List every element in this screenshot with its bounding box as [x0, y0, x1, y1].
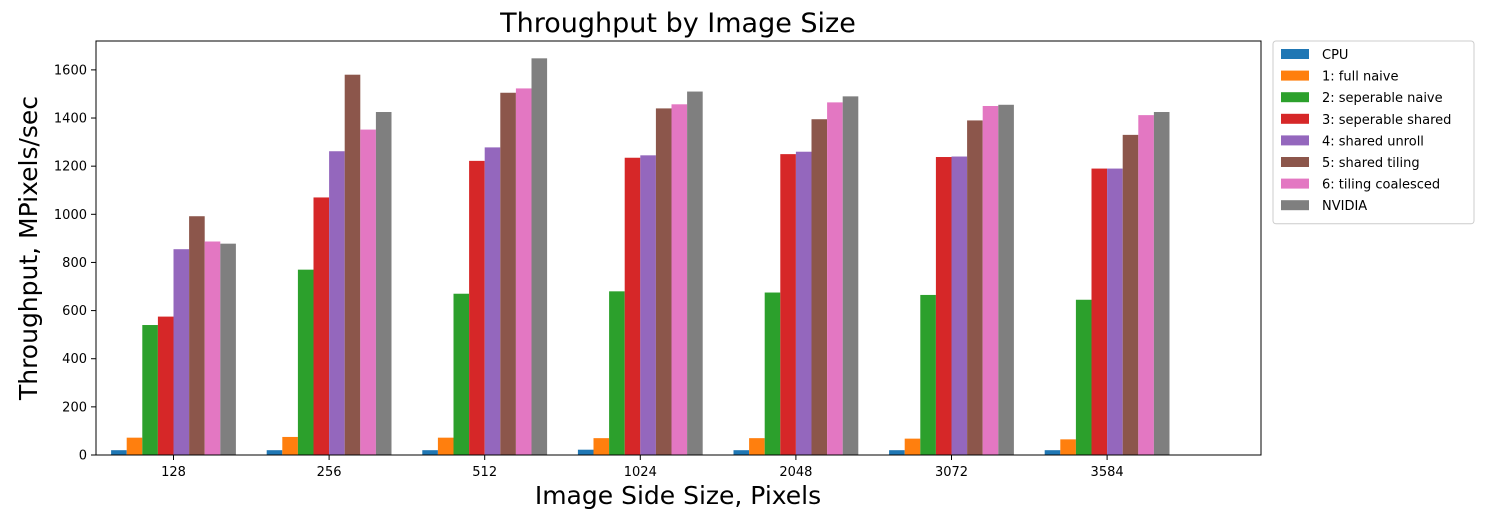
- legend-label: 3: seperable shared: [1322, 113, 1451, 128]
- legend-swatch: [1281, 70, 1309, 81]
- bar-3-seperable-shared-512: [469, 160, 485, 455]
- legend-swatch: [1281, 92, 1309, 103]
- legend-label: 5: shared tiling: [1322, 156, 1420, 171]
- legend-box: [1272, 40, 1475, 225]
- y-tick-label: 200: [62, 400, 87, 415]
- bar-2-seperable-naive-2048: [764, 292, 781, 455]
- bar-1-full-naive-3072: [904, 438, 921, 455]
- bar-3-seperable-shared-3072: [935, 157, 952, 455]
- bar-5-shared-tiling-128: [189, 216, 205, 455]
- bar-4-shared-unroll-128: [173, 249, 190, 455]
- x-tick-label: 256: [317, 465, 342, 480]
- bar-1-full-naive-1024: [593, 438, 610, 455]
- bar-cpu-2048: [733, 450, 750, 455]
- bar-cpu-128: [111, 450, 127, 455]
- bar-2-seperable-naive-3072: [920, 294, 936, 455]
- y-tick-label: 800: [62, 256, 87, 271]
- x-tick-label: 128: [161, 465, 186, 480]
- legend-swatch: [1281, 49, 1309, 59]
- bar-cpu-3072: [889, 450, 905, 455]
- legend-label: 6: tiling coalesced: [1322, 178, 1440, 193]
- x-tick-label: 3584: [1091, 465, 1124, 480]
- bar-cpu-1024: [577, 449, 594, 455]
- legend-swatch: [1281, 178, 1309, 189]
- y-tick-label: 1200: [54, 160, 87, 175]
- bar-4-shared-unroll-3584: [1107, 168, 1123, 455]
- bar-3-seperable-shared-1024: [624, 157, 641, 456]
- bar-nvidia-2048: [842, 96, 859, 456]
- legend: CPU 1: full naive 2: seperable naive 3: sep…: [1272, 40, 1475, 225]
- legend-label: CPU: [1322, 48, 1348, 63]
- x-tick-label: 3072: [935, 465, 968, 480]
- legend-label: 2: seperable naive: [1322, 91, 1443, 106]
- legend-label: 1: full naive: [1322, 70, 1398, 85]
- bar-5-shared-tiling-512: [500, 92, 516, 455]
- y-axis-label: Throughput, MPixels/sec: [14, 96, 43, 401]
- bar-6-tiling-coalesced-3072: [982, 105, 999, 456]
- x-axis-label: Image Side Size, Pixels: [535, 481, 821, 510]
- bar-5-shared-tiling-1024: [655, 108, 672, 456]
- x-axis: 128 256 512 1024 2048 3072 3584: [161, 455, 1124, 480]
- chart-title: Throughput by Image Size: [499, 8, 856, 39]
- legend-swatch: [1281, 135, 1309, 146]
- bar-cpu-512: [422, 450, 438, 455]
- bar-6-tiling-coalesced-256: [360, 129, 376, 455]
- bar-1-full-naive-128: [126, 437, 143, 455]
- bar-6-tiling-coalesced-1024: [671, 104, 688, 456]
- bar-nvidia-128: [220, 243, 236, 455]
- bar-6-tiling-coalesced-2048: [827, 102, 843, 455]
- bar-5-shared-tiling-256: [344, 74, 361, 455]
- bar-3-seperable-shared-3584: [1091, 168, 1108, 455]
- bar-6-tiling-coalesced-128: [204, 241, 221, 455]
- bar-5-shared-tiling-3072: [967, 120, 983, 456]
- bar-4-shared-unroll-512: [484, 147, 501, 455]
- bar-4-shared-unroll-256: [329, 151, 345, 456]
- legend-swatch: [1281, 157, 1309, 167]
- bar-nvidia-512: [531, 58, 548, 455]
- bar-2-seperable-naive-512: [453, 293, 470, 455]
- bar-nvidia-3584: [1153, 112, 1170, 455]
- bar-6-tiling-coalesced-512: [515, 88, 532, 456]
- legend-label: NVIDIA: [1322, 199, 1367, 214]
- y-axis: 0 200 400 600 800 1000 1200 1400 1600: [54, 63, 96, 464]
- bar-3-seperable-shared-128: [157, 316, 174, 455]
- bar-3-seperable-shared-2048: [780, 154, 796, 455]
- bar-2-seperable-naive-3584: [1075, 299, 1092, 455]
- x-tick-label: 512: [472, 465, 497, 480]
- y-tick-label: 1000: [54, 208, 87, 223]
- bar-4-shared-unroll-1024: [640, 155, 656, 455]
- x-tick-label: 1024: [624, 465, 657, 480]
- legend-label: 4: shared unroll: [1322, 134, 1424, 149]
- bar-cpu-3584: [1044, 450, 1061, 455]
- y-tick-label: 600: [62, 304, 87, 319]
- bar-1-full-naive-3584: [1060, 439, 1076, 455]
- bar-5-shared-tiling-3584: [1122, 134, 1139, 455]
- bar-3-seperable-shared-256: [313, 197, 330, 455]
- legend-swatch: [1281, 113, 1309, 124]
- y-tick-label: 0: [79, 449, 87, 464]
- bar-nvidia-3072: [998, 104, 1014, 455]
- legend-swatch: [1281, 200, 1309, 211]
- bar-1-full-naive-256: [282, 436, 298, 455]
- y-tick-label: 1400: [54, 112, 87, 127]
- bar-6-tiling-coalesced-3584: [1138, 115, 1154, 455]
- y-tick-label: 1600: [54, 63, 87, 78]
- bars-layer: [111, 58, 1170, 456]
- y-tick-label: 400: [62, 352, 87, 367]
- bar-4-shared-unroll-2048: [795, 151, 812, 455]
- bar-1-full-naive-512: [437, 437, 454, 455]
- bar-1-full-naive-2048: [749, 438, 765, 455]
- bar-2-seperable-naive-1024: [609, 291, 625, 455]
- bar-2-seperable-naive-128: [142, 325, 158, 455]
- bar-2-seperable-naive-256: [297, 269, 314, 455]
- plot-frame: [95, 40, 1262, 456]
- x-tick-label: 2048: [779, 465, 812, 480]
- bar-nvidia-1024: [687, 91, 703, 456]
- bar-nvidia-256: [375, 112, 392, 455]
- bar-4-shared-unroll-3072: [951, 156, 968, 455]
- bar-5-shared-tiling-2048: [811, 119, 828, 455]
- bar-cpu-256: [266, 450, 283, 455]
